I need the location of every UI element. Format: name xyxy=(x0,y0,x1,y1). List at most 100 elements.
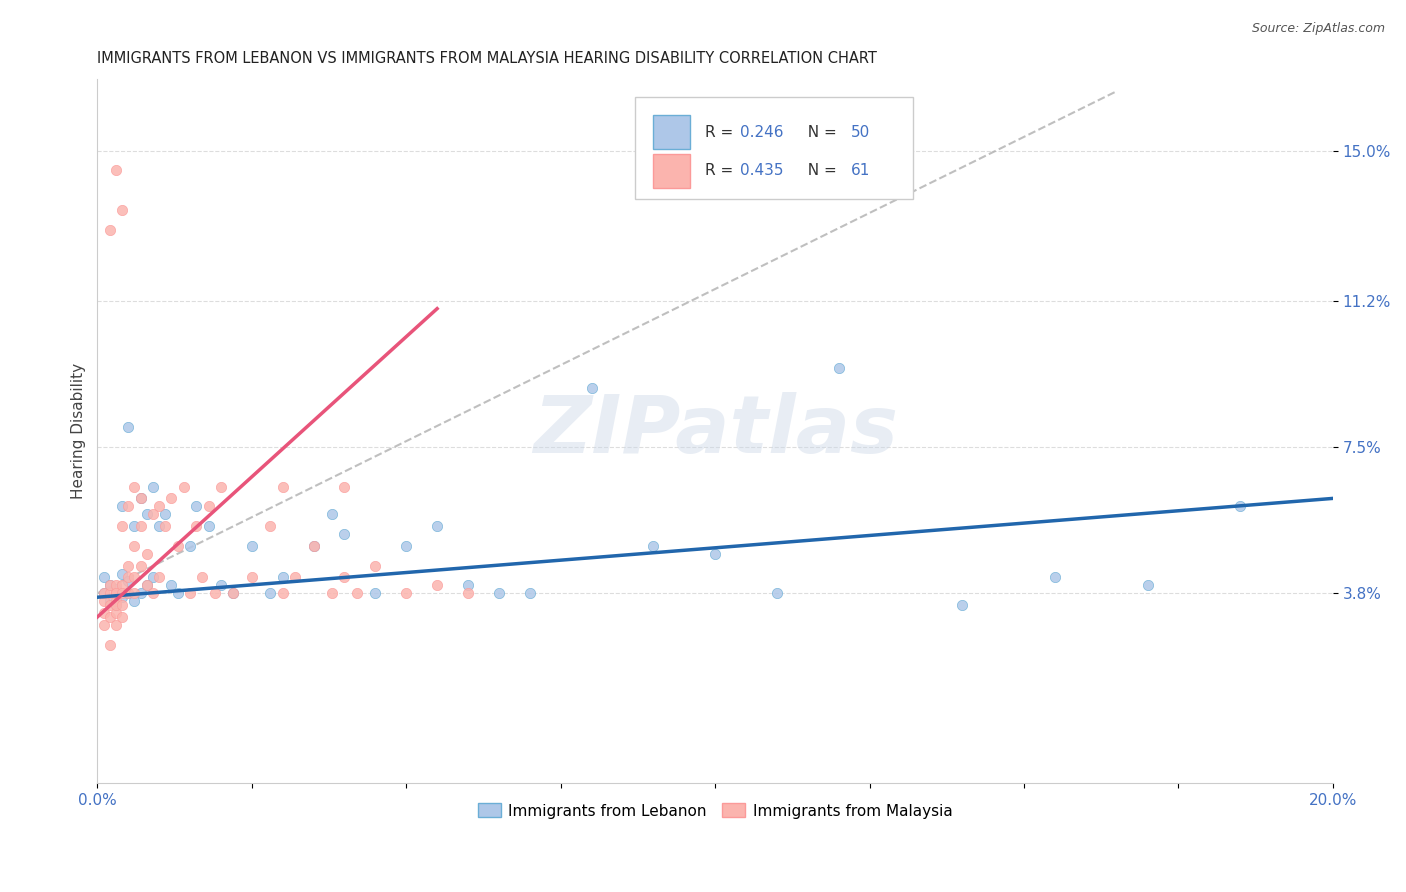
Point xyxy=(98,586,121,600)
Point xyxy=(160,491,183,506)
Point xyxy=(104,594,127,608)
Text: Source: ZipAtlas.com: Source: ZipAtlas.com xyxy=(1251,22,1385,36)
Point xyxy=(364,586,387,600)
Point xyxy=(117,574,139,589)
Point xyxy=(117,500,139,514)
Text: IMMIGRANTS FROM LEBANON VS IMMIGRANTS FROM MALAYSIA HEARING DISABILITY CORRELATI: IMMIGRANTS FROM LEBANON VS IMMIGRANTS FR… xyxy=(97,51,877,66)
Point xyxy=(259,586,281,600)
Point xyxy=(104,618,127,632)
Text: ZIPatlas: ZIPatlas xyxy=(533,392,897,470)
Point xyxy=(271,479,294,493)
Point xyxy=(186,519,208,533)
Text: 61: 61 xyxy=(851,163,870,178)
Point xyxy=(426,519,449,533)
Text: N =: N = xyxy=(799,125,842,140)
Bar xyxy=(654,154,690,187)
Point xyxy=(240,570,263,584)
Point xyxy=(129,586,152,600)
Point xyxy=(191,570,214,584)
Point xyxy=(166,539,188,553)
Point xyxy=(395,586,418,600)
Point xyxy=(346,586,368,600)
Point xyxy=(135,578,157,592)
Point xyxy=(179,586,201,600)
Point xyxy=(124,570,146,584)
Point xyxy=(166,586,188,600)
Point xyxy=(98,222,121,236)
Point xyxy=(135,578,157,592)
Point xyxy=(129,491,152,506)
Point xyxy=(1229,500,1251,514)
Point xyxy=(104,582,127,597)
Point xyxy=(98,578,121,592)
Point xyxy=(111,500,134,514)
Point xyxy=(148,570,170,584)
Point xyxy=(209,479,232,493)
Point xyxy=(704,547,727,561)
Point xyxy=(117,420,139,434)
Legend: Immigrants from Lebanon, Immigrants from Malaysia: Immigrants from Lebanon, Immigrants from… xyxy=(471,797,959,825)
Point xyxy=(111,610,134,624)
Point xyxy=(135,507,157,521)
Point xyxy=(148,519,170,533)
Point xyxy=(104,586,127,600)
Point xyxy=(271,570,294,584)
Point xyxy=(259,519,281,533)
Text: 0.246: 0.246 xyxy=(740,125,783,140)
Point xyxy=(148,500,170,514)
Point xyxy=(204,586,226,600)
Text: 0.435: 0.435 xyxy=(740,163,783,178)
Point xyxy=(155,519,177,533)
Text: 50: 50 xyxy=(851,125,870,140)
Text: R =: R = xyxy=(706,163,738,178)
Point xyxy=(111,519,134,533)
FancyBboxPatch shape xyxy=(636,97,912,199)
Point xyxy=(129,558,152,573)
Point xyxy=(240,539,263,553)
Point xyxy=(1136,578,1159,592)
Point xyxy=(284,570,307,584)
Point xyxy=(124,586,146,600)
Point xyxy=(129,519,152,533)
Point xyxy=(766,586,789,600)
Point xyxy=(93,606,115,620)
Bar xyxy=(654,115,690,149)
Point xyxy=(111,586,134,600)
Point xyxy=(124,539,146,553)
Point xyxy=(209,578,232,592)
Text: N =: N = xyxy=(799,163,842,178)
Point xyxy=(142,570,165,584)
Point xyxy=(519,586,541,600)
Point xyxy=(93,570,115,584)
Point xyxy=(643,539,665,553)
Point xyxy=(98,578,121,592)
Point xyxy=(395,539,418,553)
Point xyxy=(197,519,219,533)
Point xyxy=(129,491,152,506)
Point xyxy=(104,598,127,612)
Point xyxy=(950,598,973,612)
Point xyxy=(104,606,127,620)
Point xyxy=(117,570,139,584)
Point xyxy=(93,586,115,600)
Point xyxy=(124,479,146,493)
Point xyxy=(179,539,201,553)
Point xyxy=(142,479,165,493)
Point xyxy=(364,558,387,573)
Point xyxy=(93,586,115,600)
Point xyxy=(98,610,121,624)
Point xyxy=(197,500,219,514)
Point xyxy=(124,594,146,608)
Point xyxy=(186,500,208,514)
Point xyxy=(333,570,356,584)
Point xyxy=(98,638,121,652)
Point xyxy=(117,586,139,600)
Point xyxy=(581,381,603,395)
Point xyxy=(333,527,356,541)
Point xyxy=(93,594,115,608)
Point xyxy=(135,547,157,561)
Point xyxy=(173,479,195,493)
Point xyxy=(111,598,134,612)
Point xyxy=(98,594,121,608)
Point xyxy=(426,578,449,592)
